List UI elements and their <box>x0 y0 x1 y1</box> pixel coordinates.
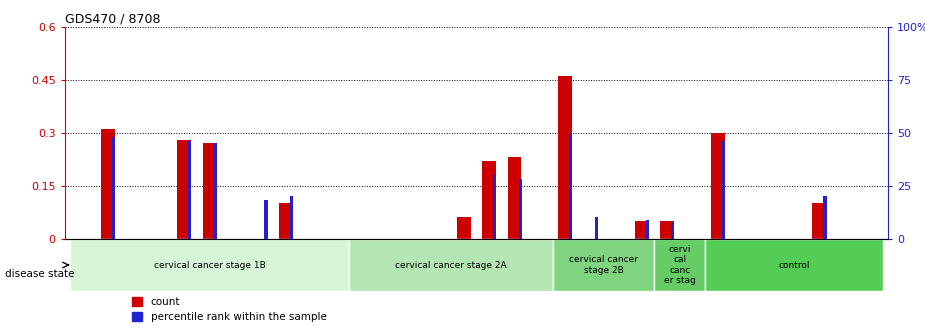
Bar <box>705 239 883 291</box>
Bar <box>823 196 827 239</box>
Bar <box>178 140 191 239</box>
Bar <box>595 217 598 239</box>
Bar <box>278 203 293 239</box>
Bar <box>710 133 725 239</box>
Bar <box>654 239 705 291</box>
Bar <box>493 175 496 239</box>
Bar <box>350 239 552 291</box>
Text: disease state: disease state <box>5 269 74 279</box>
Bar <box>646 219 648 239</box>
Legend: count, percentile rank within the sample: count, percentile rank within the sample <box>128 293 330 327</box>
Bar <box>69 239 350 291</box>
Text: cervical cancer stage 1B: cervical cancer stage 1B <box>154 260 265 269</box>
Bar <box>214 143 216 239</box>
Bar <box>671 222 674 239</box>
Bar <box>112 137 115 239</box>
Bar <box>559 76 573 239</box>
Bar <box>570 133 573 239</box>
Text: cervical cancer stage 2A: cervical cancer stage 2A <box>395 260 507 269</box>
Bar <box>552 239 654 291</box>
Bar <box>457 217 471 239</box>
Bar <box>290 196 293 239</box>
Bar <box>101 129 115 239</box>
Bar <box>265 201 267 239</box>
Bar <box>519 179 522 239</box>
Bar <box>482 161 496 239</box>
Text: cervical cancer
stage 2B: cervical cancer stage 2B <box>569 255 638 275</box>
Bar <box>812 203 826 239</box>
Bar <box>189 141 191 239</box>
Bar <box>508 157 522 239</box>
Bar <box>722 141 725 239</box>
Bar <box>635 221 648 239</box>
Text: control: control <box>778 260 809 269</box>
Bar <box>203 143 216 239</box>
Bar <box>660 221 674 239</box>
Text: GDS470 / 8708: GDS470 / 8708 <box>65 13 160 26</box>
Text: cervi
cal
canc
er stag: cervi cal canc er stag <box>664 245 696 285</box>
